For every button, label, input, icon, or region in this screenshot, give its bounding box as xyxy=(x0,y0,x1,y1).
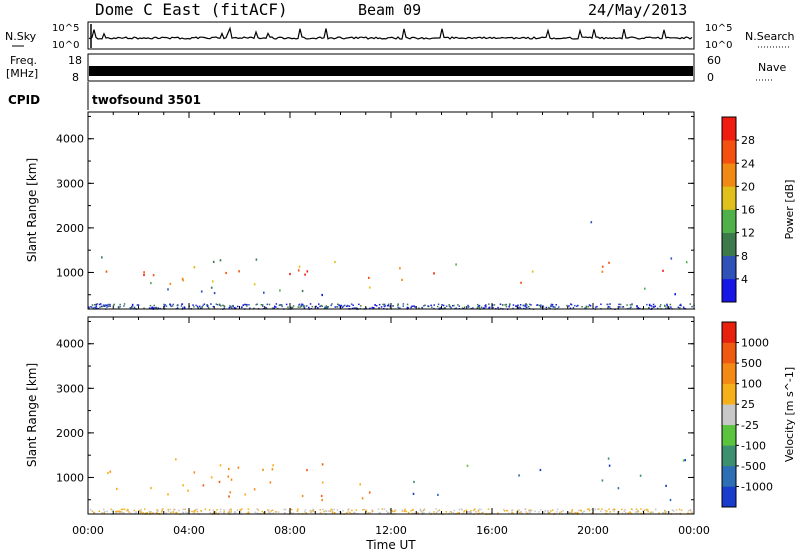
noise-trace xyxy=(88,24,693,48)
noise-left-tick-top: 10^5 xyxy=(52,23,79,34)
x-tick-label: 08:00 xyxy=(274,524,306,537)
plot-title: Dome C East (fitACF) xyxy=(95,0,288,19)
power-x-ticks xyxy=(87,112,695,309)
cpid-value: twofsound 3501 xyxy=(92,93,201,107)
colorbar-tick-label: 100 xyxy=(741,378,762,391)
velocity-colorbar: 1000 500 100 25 -25 -100 -500 -1000 Velocity [m … xyxy=(721,321,796,508)
colorbar-swatch xyxy=(722,383,736,405)
velocity-y-axis-label: Slant Range [km] xyxy=(25,363,39,467)
colorbar-swatch xyxy=(722,445,736,467)
date-label: 24/May/2013 xyxy=(588,1,687,19)
freq-label: Freq. xyxy=(10,54,37,67)
colorbar-swatch xyxy=(722,209,736,233)
velocity-y-axis: 4000 3000 2000 1000 xyxy=(56,320,694,501)
colorbar-tick-label: -1000 xyxy=(741,480,773,493)
noise-sky-label: N.Sky xyxy=(5,30,37,43)
power-colorbar: 28 24 20 16 12 8 4 Power [dB] xyxy=(721,116,796,303)
frequency-strip: Freq. [MHz] 18 8 60 0 Nave xyxy=(6,53,786,84)
colorbar-swatch xyxy=(722,163,736,187)
noise-strip-frame xyxy=(87,21,695,50)
colorbar-swatch xyxy=(722,117,736,141)
power-scatter xyxy=(88,221,696,310)
freq-strip-frame xyxy=(87,53,695,82)
colorbar-swatch xyxy=(722,278,736,303)
nave-right-tick-bottom: 0 xyxy=(707,71,714,84)
colorbar-tick-label: 500 xyxy=(741,357,762,370)
power-y-axis-label: Slant Range [km] xyxy=(25,158,39,262)
colorbar-tick-label: -100 xyxy=(741,439,766,452)
frequency-trace xyxy=(89,66,693,76)
colorbar-tick-label: 8 xyxy=(741,250,748,263)
y-tick-label: 4000 xyxy=(56,133,84,146)
velocity-panel-frame xyxy=(87,316,695,515)
colorbar-tick-label: 16 xyxy=(741,204,755,217)
colorbar-tick-label: 24 xyxy=(741,157,755,170)
colorbar-label: Power [dB] xyxy=(783,180,796,240)
colorbar-swatch xyxy=(722,140,736,164)
colorbar-tick-label: 1000 xyxy=(741,337,769,350)
freq-left-tick-bottom: 8 xyxy=(72,71,79,84)
x-tick-label: 20:00 xyxy=(577,524,609,537)
noise-left-tick-bottom: 10^0 xyxy=(52,40,79,51)
y-tick-label: 2000 xyxy=(56,222,84,235)
colorbar-tick-label: 28 xyxy=(741,134,755,147)
x-tick-label: 00:00 xyxy=(72,524,104,537)
noise-right-tick-bottom: 10^0 xyxy=(705,40,732,51)
x-tick-label: 00:00 xyxy=(678,524,710,537)
freq-unit-label: [MHz] xyxy=(6,67,38,80)
colorbar-swatch xyxy=(722,465,736,487)
velocity-scatter xyxy=(89,457,693,516)
colorbar-swatch xyxy=(722,424,736,446)
nave-right-tick-top: 60 xyxy=(707,54,721,67)
colorbar-tick-label: -25 xyxy=(741,419,759,432)
y-tick-label: 3000 xyxy=(56,177,84,190)
colorbar-swatch xyxy=(722,404,736,426)
colorbar-tick-label: 20 xyxy=(741,180,755,193)
freq-left-tick-top: 18 xyxy=(68,54,82,67)
colorbar-swatch xyxy=(722,363,736,384)
time-axis-label: Time UT xyxy=(365,538,416,552)
colorbar-tick-label: 4 xyxy=(741,273,748,286)
velocity-panel: 4000 3000 2000 1000 00:00 04:00 08:00 12:00 16:… xyxy=(25,316,796,552)
x-tick-label: 16:00 xyxy=(476,524,508,537)
power-panel-frame xyxy=(87,111,695,310)
y-tick-label: 1000 xyxy=(56,471,84,484)
colorbar-swatch xyxy=(722,255,736,280)
colorbar-swatch xyxy=(722,322,736,343)
colorbar-swatch xyxy=(722,486,736,508)
x-tick-label: 04:00 xyxy=(173,524,205,537)
y-tick-label: 2000 xyxy=(56,427,84,440)
beam-label: Beam 09 xyxy=(358,1,421,19)
power-panel: 4000 3000 2000 1000 Slant Range [km] 28 24 20… xyxy=(25,111,796,310)
colorbar-swatch xyxy=(722,232,736,257)
y-tick-label: 1000 xyxy=(56,266,84,279)
y-tick-label: 3000 xyxy=(56,382,84,395)
noise-search-label: N.Search xyxy=(745,30,795,43)
cpid-label: CPID xyxy=(8,93,40,107)
power-y-axis: 4000 3000 2000 1000 xyxy=(56,115,694,296)
y-tick-label: 4000 xyxy=(56,338,84,351)
colorbar-tick-label: 12 xyxy=(741,227,755,240)
colorbar-swatch xyxy=(722,342,736,364)
colorbar-tick-label: -500 xyxy=(741,460,766,473)
colorbar-label: Velocity [m s^-1] xyxy=(783,367,796,462)
x-tick-label: 12:00 xyxy=(375,524,407,537)
velocity-x-axis: 00:00 04:00 08:00 12:00 16:00 20:00 00:00 xyxy=(72,317,710,537)
noise-strip: N.Sky 10^5 10^0 10^5 10^0 N.Search xyxy=(5,21,795,51)
nave-label: Nave xyxy=(758,61,786,74)
noise-right-tick-top: 10^5 xyxy=(705,23,732,34)
colorbar-swatch xyxy=(722,186,736,210)
colorbar-tick-label: 25 xyxy=(741,398,755,411)
